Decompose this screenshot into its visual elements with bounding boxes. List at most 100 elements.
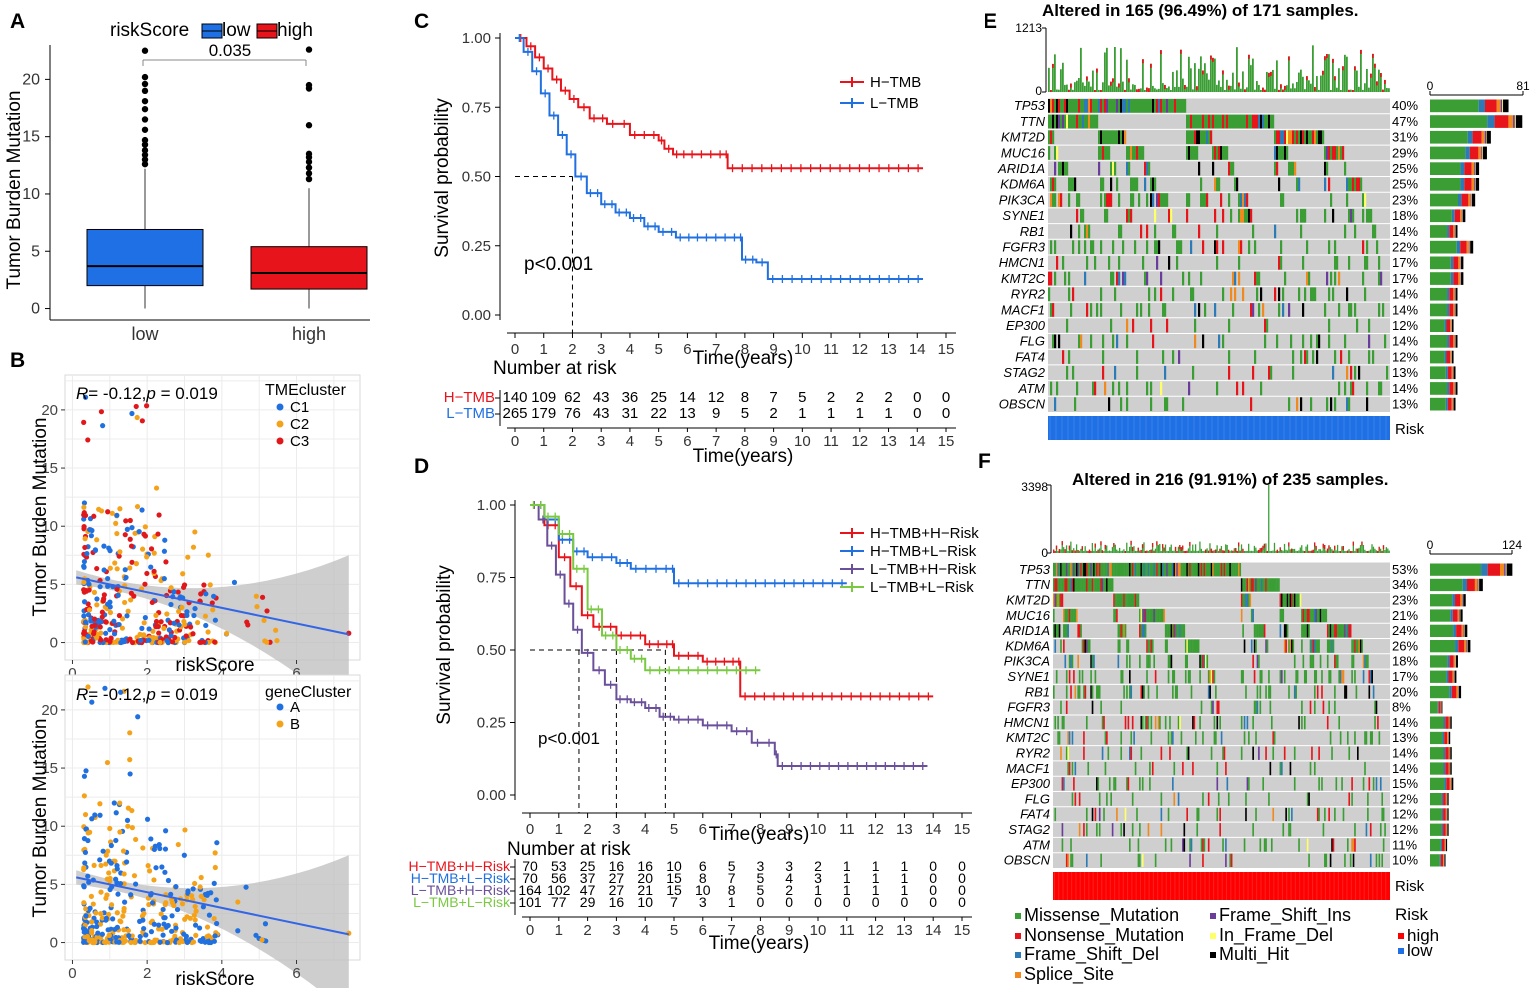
mutation-cell	[1218, 334, 1221, 349]
scatter-point	[168, 601, 174, 608]
tmb-bar	[1256, 550, 1258, 553]
scatter-point	[81, 836, 88, 842]
mutation-cell	[1174, 624, 1177, 638]
scatter-point	[117, 800, 123, 806]
mutation-cell	[1067, 731, 1069, 745]
mutation-cell	[1118, 639, 1121, 653]
legend-dot-C2	[276, 420, 284, 428]
tmb-bar	[1310, 83, 1312, 92]
km-plot-c: C 0.000.250.500.751.000 1 2 3 4 5 6 7 8 9 10 11 12 13…	[414, 10, 956, 467]
mutation-cell	[1053, 685, 1055, 699]
mutation-cell	[1120, 563, 1123, 577]
mutation-cell	[1218, 146, 1221, 160]
mutation-cell	[1140, 624, 1143, 638]
tmb-bar	[1275, 550, 1277, 553]
mutation-cell	[1264, 334, 1267, 349]
mutation-cell	[1080, 208, 1083, 223]
tmb-bar	[1133, 546, 1135, 553]
scatter-point	[98, 409, 105, 415]
mutation-cell	[1222, 240, 1225, 254]
tmb-bar	[1306, 76, 1308, 92]
scatter-point	[81, 504, 87, 510]
risk-cell: 0	[913, 389, 921, 406]
gene-label: TP53	[1014, 98, 1046, 113]
scatter-point	[181, 931, 187, 937]
panel-f: F Altered in 216 (91.91%) of 235 samples…	[975, 445, 1535, 988]
freq-bar-segment	[1430, 146, 1466, 160]
freq-bar-segment	[1464, 162, 1472, 175]
scatter1-x-title: riskScore	[175, 655, 254, 676]
scatter-point	[81, 900, 87, 906]
mutation-cell	[1291, 639, 1293, 653]
scatter-point	[129, 559, 135, 565]
mutation-cell	[1182, 99, 1185, 113]
panel-label-d: D	[414, 455, 429, 478]
risk-x-tick-label: 10	[794, 433, 811, 450]
mutation-cell	[1306, 240, 1309, 254]
mutation-cell	[1276, 130, 1279, 145]
panel-label-e: E	[985, 10, 997, 33]
mutation-cell	[1050, 271, 1053, 286]
mutation-cell	[1078, 240, 1081, 254]
mutation-cell	[1101, 578, 1104, 592]
risk-cell: 62	[564, 389, 581, 406]
tmb-bar	[1313, 542, 1316, 553]
mutation-cell	[1242, 193, 1245, 207]
mutation-cell	[1209, 685, 1211, 699]
mutation-cell	[1260, 578, 1263, 592]
gene-pct: 13%	[1392, 365, 1418, 380]
freq-bar-segment	[1430, 209, 1452, 223]
freq-bar-segment	[1453, 366, 1456, 380]
mutation-cell	[1299, 593, 1302, 607]
mutation-cell	[1216, 256, 1219, 270]
tmb-bar	[1062, 62, 1064, 92]
mutation-cell	[1270, 838, 1273, 852]
box-outlier	[141, 141, 149, 148]
mutation-cell	[1164, 639, 1167, 653]
risk-x-tick-label: 9	[785, 922, 793, 939]
tmb-bar-cap	[1236, 550, 1238, 553]
mutation-cell	[1134, 99, 1137, 113]
mutation-cell	[1262, 303, 1265, 317]
tmb-bar-cap	[1146, 87, 1148, 92]
mutation-cell	[1284, 146, 1287, 160]
scatter-point	[97, 624, 103, 630]
mutation-cell	[1139, 624, 1141, 638]
scatter-point	[163, 559, 169, 565]
mutation-cell	[1126, 381, 1129, 396]
tmb-bar	[1252, 550, 1254, 553]
panel-d: D 0.00 0.25 0.50 0.75 1.00 0 1 2 3 4 5 6 7 8 9 10 11 12 13…	[385, 445, 985, 988]
tmb-bar	[1298, 72, 1300, 92]
box-outlier	[141, 97, 149, 105]
mutation-cell	[1318, 807, 1320, 822]
mutation-cell	[1334, 685, 1336, 699]
mutation-cell	[1140, 99, 1143, 113]
mutation-cell	[1294, 161, 1297, 176]
scatter-point	[98, 637, 104, 643]
tmb-bar	[1365, 550, 1367, 553]
scatter-point	[82, 849, 89, 856]
risk-cell: 1	[872, 858, 880, 874]
mutation-cell	[1358, 639, 1361, 653]
tmb-bar	[1156, 89, 1158, 92]
tmb-bar	[1216, 545, 1218, 553]
tmb-bar-cap	[1184, 550, 1187, 553]
risk-cell: 1	[843, 882, 851, 898]
mutation-cell	[1082, 99, 1085, 113]
mutation-cell	[1062, 256, 1065, 270]
mutation-cell	[1298, 287, 1301, 302]
freq-bar-segment	[1430, 609, 1451, 622]
mutation-cell	[1065, 670, 1068, 684]
tmb-bar	[1338, 550, 1340, 553]
mutation-cell	[1232, 563, 1234, 577]
risk-cell: 2	[856, 389, 864, 406]
mutation-cell	[1282, 287, 1285, 302]
mutation-cell	[1068, 287, 1071, 302]
scatter-point	[176, 939, 182, 946]
scatter2-stat: R= -0.12,p = 0.019	[76, 685, 218, 704]
mutation-cell	[1256, 685, 1259, 699]
risk-cell: 8	[699, 870, 707, 886]
risk-bar	[1053, 872, 1390, 900]
mutation-cell	[1149, 654, 1151, 669]
